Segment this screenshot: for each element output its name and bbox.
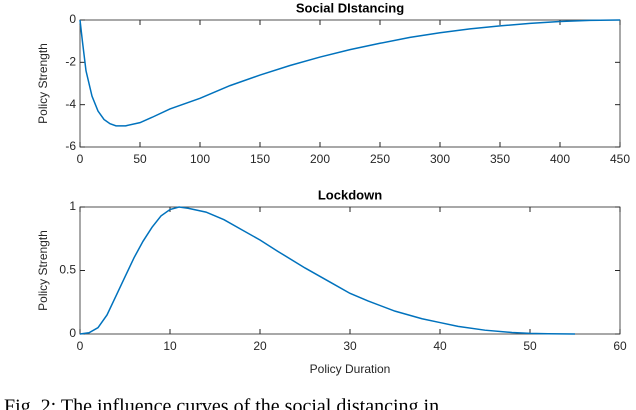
x-tick-label: 300 bbox=[430, 152, 450, 166]
x-tick-label: 0 bbox=[77, 152, 84, 166]
line-series bbox=[79, 206, 576, 335]
axes-box bbox=[79, 206, 621, 335]
y-tick-label: -6 bbox=[65, 139, 76, 153]
axes-box bbox=[79, 19, 621, 148]
x-tick-label: 450 bbox=[610, 152, 630, 166]
x-tick-label: 150 bbox=[250, 152, 270, 166]
y-axis-label: Policy Strength bbox=[36, 43, 50, 124]
x-tick-label: 60 bbox=[613, 339, 627, 353]
x-tick-label: 10 bbox=[163, 339, 177, 353]
x-tick-label: 250 bbox=[370, 152, 390, 166]
y-tick-label: 1 bbox=[69, 199, 76, 213]
y-tick-label: 0.5 bbox=[59, 263, 76, 277]
y-tick-label: -2 bbox=[65, 55, 76, 69]
y-tick-label: 0 bbox=[69, 12, 76, 26]
x-tick-label: 100 bbox=[190, 152, 210, 166]
x-tick-label: 50 bbox=[133, 152, 147, 166]
y-tick-label: -4 bbox=[65, 97, 76, 111]
x-tick-label: 50 bbox=[523, 339, 537, 353]
chart-title: Social DIstancing bbox=[296, 0, 404, 15]
y-tick-label: 0 bbox=[69, 326, 76, 340]
x-tick-label: 20 bbox=[253, 339, 267, 353]
x-tick-label: 350 bbox=[490, 152, 510, 166]
line-series bbox=[79, 19, 621, 127]
x-tick-label: 40 bbox=[433, 339, 447, 353]
y-axis-label: Policy Strength bbox=[36, 230, 50, 311]
caption: Fig. 2: The influence curves of the soci… bbox=[4, 396, 439, 410]
x-tick-label: 400 bbox=[550, 152, 570, 166]
x-tick-label: 30 bbox=[343, 339, 357, 353]
x-tick-label: 0 bbox=[77, 339, 84, 353]
x-tick-label: 200 bbox=[310, 152, 330, 166]
x-axis-label: Policy Duration bbox=[310, 362, 391, 376]
chart-title: Lockdown bbox=[318, 187, 382, 202]
